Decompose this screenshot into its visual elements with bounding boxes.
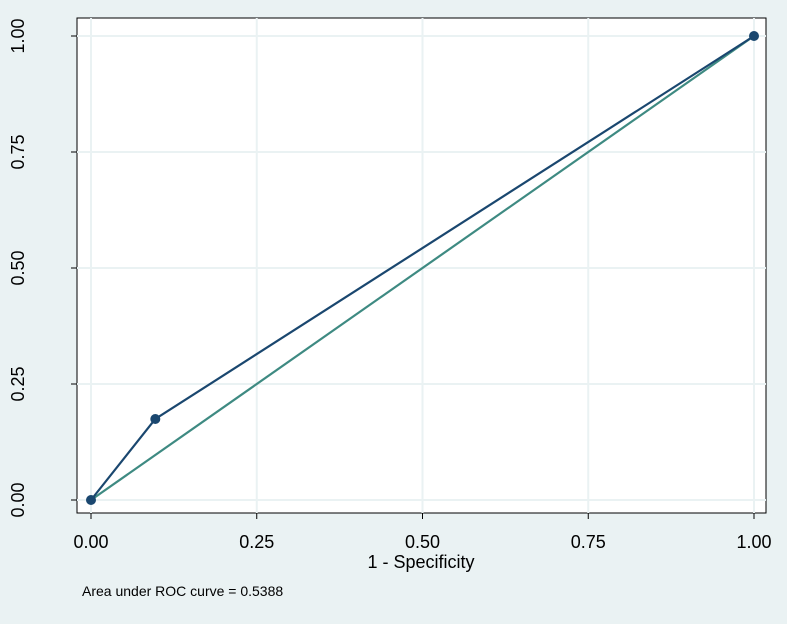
x-tick-label: 1.00 [736,532,771,552]
note: Area under ROC curve = 0.5388 [82,583,283,599]
y-tick-label: 1.00 [8,18,28,53]
y-tick-label: 0.25 [8,366,28,401]
x-tick-label: 0.00 [73,532,108,552]
x-tick-label: 0.25 [239,532,274,552]
series-line [90,35,755,501]
point [749,31,759,41]
x-tick-label: 0.50 [405,532,440,552]
point [150,413,161,424]
y-tick-label: 0.75 [8,134,28,169]
y-tick-label: 0.50 [8,250,28,285]
y-tick-label: 0.00 [8,482,28,517]
x-axis-title: 1 - Specificity [367,552,474,572]
point [86,495,96,505]
x-tick-label: 0.75 [571,532,606,552]
